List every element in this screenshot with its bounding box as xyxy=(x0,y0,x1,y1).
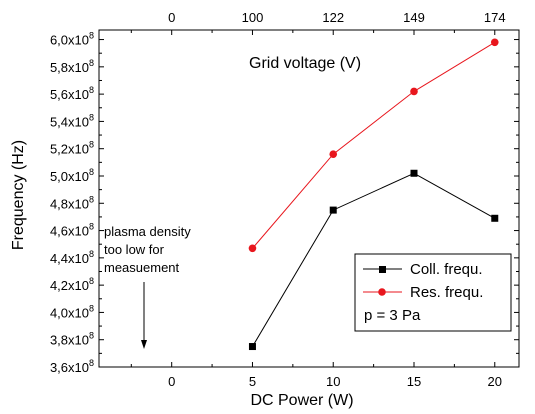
legend-label-res: Res. frequ. xyxy=(410,284,483,301)
y-tick-label: 4,0x108 xyxy=(50,303,94,320)
x-tick-label: 10 xyxy=(326,374,340,389)
y-tick-label: 4,8x108 xyxy=(50,194,94,211)
data-point-res xyxy=(410,87,418,96)
y-tick-label: 3,8x108 xyxy=(50,331,94,348)
top-tick-label: 100 xyxy=(242,10,264,25)
ticks: 0 5 10 15 20 0 100 122 149 174 3,6x108 3,8x108 4,0x1… xyxy=(50,10,519,389)
data-point-res xyxy=(329,150,338,158)
plot-border xyxy=(98,29,520,368)
y-axis-label: Frequency (Hz) xyxy=(10,140,27,250)
data-point-res xyxy=(248,244,257,253)
y-tick-label: 5,8x108 xyxy=(50,58,94,75)
data-point-coll xyxy=(248,343,256,351)
annotation-arrow-head xyxy=(141,340,147,349)
y-tick-label: 5,0x108 xyxy=(50,167,94,184)
x-tick-label: 15 xyxy=(407,374,421,389)
y-tick-label: 4,2x108 xyxy=(50,276,94,293)
x-axis-label: DC Power (W) xyxy=(250,392,353,409)
legend: Coll. frequ. Res. frequ. p = 3 Pa xyxy=(354,253,512,332)
top-tick-label: 0 xyxy=(168,10,175,25)
top-tick-label: 174 xyxy=(484,10,506,25)
top-axis-title: Grid voltage (V) xyxy=(249,55,361,72)
y-tick-label: 4,4x108 xyxy=(50,249,94,266)
y-tick-label: 5,2x108 xyxy=(50,140,94,157)
plot-frame xyxy=(98,29,520,368)
annotation: plasma density too low for measuement xyxy=(104,224,191,349)
y-tick-label: 3,6x108 xyxy=(50,358,94,375)
top-tick-label: 149 xyxy=(403,10,425,25)
legend-marker-res xyxy=(378,288,386,296)
series-lines xyxy=(252,41,496,347)
y-tick-label: 5,6x108 xyxy=(50,85,94,102)
x-tick-label: 5 xyxy=(249,374,256,389)
y-tick-label: 5,4x108 xyxy=(50,112,94,129)
x-tick-label: 20 xyxy=(488,374,502,389)
annotation-line-2: too low for xyxy=(104,242,165,257)
series-markers xyxy=(248,38,499,351)
data-point-coll xyxy=(329,206,337,214)
x-tick-label: 0 xyxy=(168,374,175,389)
annotation-line-1: plasma density xyxy=(104,224,191,239)
data-point-coll xyxy=(410,169,418,177)
y-tick-label: 6,0x108 xyxy=(50,31,94,48)
data-point-coll xyxy=(491,214,499,222)
annotation-line-3: measuement xyxy=(104,260,180,275)
y-tick-label: 4,6x108 xyxy=(50,222,94,239)
top-tick-label: 122 xyxy=(322,10,344,25)
data-point-res xyxy=(490,38,499,47)
legend-marker-coll xyxy=(379,266,386,273)
legend-pressure-note: p = 3 Pa xyxy=(364,307,421,324)
legend-label-coll: Coll. frequ. xyxy=(410,261,483,278)
series-line-0 xyxy=(252,172,496,347)
series-line-1 xyxy=(252,41,496,249)
